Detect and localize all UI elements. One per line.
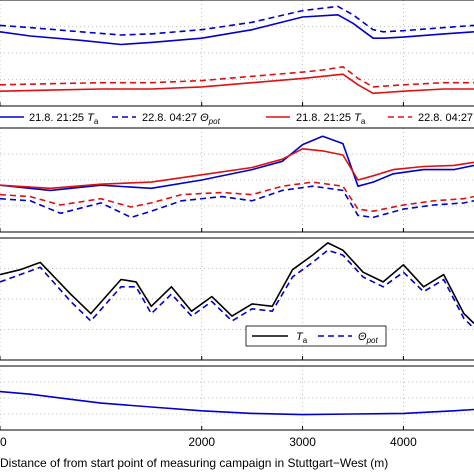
panel-4 [0, 365, 474, 431]
panel-2-frame [0, 127, 474, 233]
panel-1-series-3 [0, 73, 474, 95]
x-tick-label-2: 2000 [188, 435, 215, 449]
panel-2-series-4 [0, 181, 474, 212]
legend-top-box [0, 105, 474, 129]
legend-third-box [245, 325, 387, 347]
legend-top-label-2: 22.8. 04:27 Θpot [142, 112, 221, 126]
x-axis-label: Distance of from start point of measurin… [0, 456, 388, 470]
panel-1-series-2 [0, 5, 474, 36]
x-tick-label-3: 3000 [289, 435, 316, 449]
panel-2-series-1 [0, 135, 474, 192]
panel-2-series-2 [0, 148, 474, 190]
panel-3 [0, 237, 474, 361]
panel-3-series-2 [0, 249, 474, 329]
panel-1-series-1 [0, 14, 474, 46]
panel-1 [0, 0, 474, 107]
x-tick-label-1: 0 [0, 435, 7, 449]
legend-top-label-1: 21.8. 21:25 Ta [29, 112, 99, 126]
panel-1-series-4 [0, 66, 474, 88]
panel-4-series-1 [0, 390, 474, 416]
chart-panels [0, 0, 474, 431]
panel-2 [0, 127, 474, 233]
legend-top: 21.8. 21:25 Ta 22.8. 04:27 Θpot 21.8. 21… [0, 105, 474, 129]
legend-third-label-2: Θpot [358, 331, 378, 345]
panel-4-frame [0, 365, 474, 431]
panel-3-frame [0, 237, 474, 361]
panel-3-series-1 [0, 242, 474, 324]
panel-2-series-3 [0, 185, 474, 219]
x-tick-labels: 0 2000 3000 4000 [0, 435, 417, 449]
legend-third-label-1: Ta [296, 331, 308, 345]
legend-third: Ta Θpot [245, 325, 387, 347]
legend-top-label-3: 21.8. 21:25 Ta [296, 112, 366, 126]
legend-top-label-4: 22.8. 04:27 Θpot [418, 112, 474, 126]
x-tick-label-4: 4000 [390, 435, 417, 449]
